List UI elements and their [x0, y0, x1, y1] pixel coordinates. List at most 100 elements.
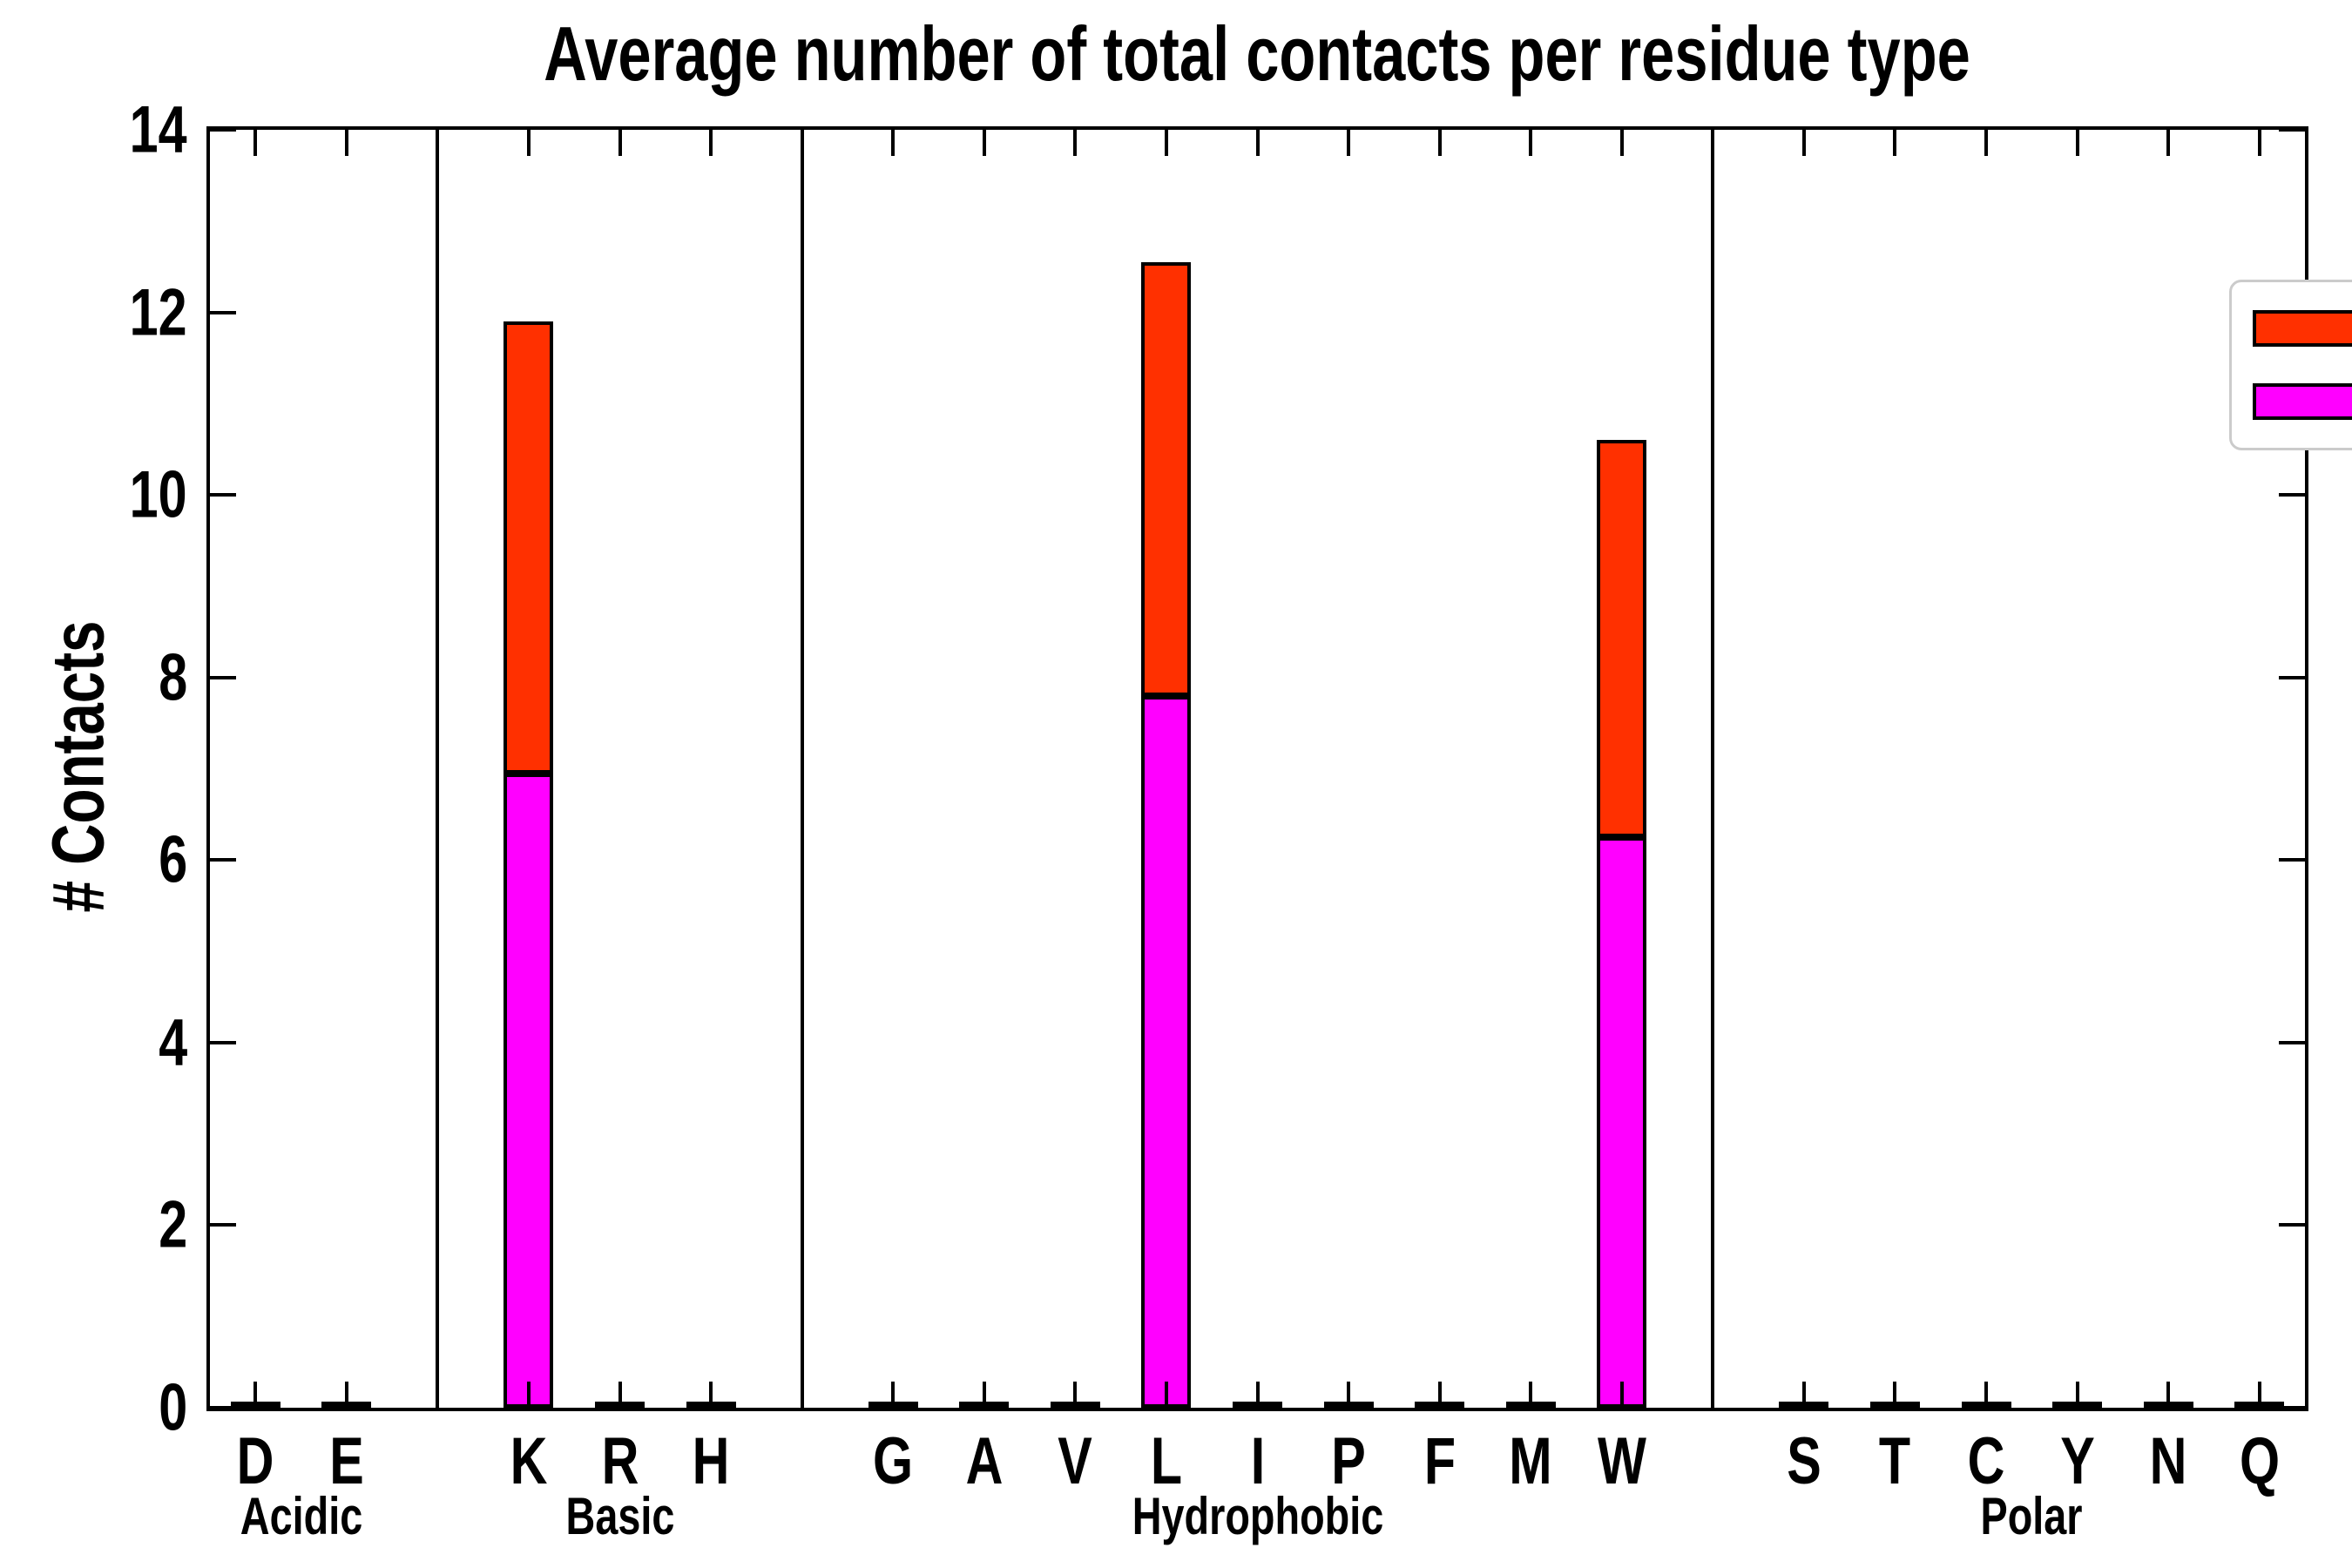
- x-tick-bottom: [2257, 1382, 2261, 1408]
- x-tick-bottom: [982, 1382, 986, 1408]
- x-tick-bottom: [1529, 1382, 1533, 1408]
- x-tick-top: [1529, 130, 1533, 156]
- y-tick-right: [2279, 1406, 2305, 1409]
- residue-label-Q: Q: [2239, 1424, 2280, 1498]
- x-tick-bottom: [344, 1382, 348, 1408]
- residue-label-R: R: [601, 1424, 639, 1498]
- y-tick: [210, 128, 236, 132]
- bar-W: [1597, 440, 1647, 1408]
- y-tick-right: [2279, 128, 2305, 132]
- bar-segment-popg-L: [1141, 261, 1192, 696]
- y-tick: [210, 675, 236, 679]
- x-tick-bottom: [253, 1382, 258, 1408]
- y-axis-title: # Contacts: [37, 620, 119, 913]
- legend-item-popg: POPG: [2253, 301, 2352, 355]
- group-label-basic: Basic: [565, 1487, 674, 1545]
- x-tick-top: [2257, 130, 2261, 156]
- x-tick-bottom: [1437, 1382, 1442, 1408]
- y-tick: [210, 493, 236, 497]
- x-tick-bottom: [1073, 1382, 1078, 1408]
- y-tick-right: [2279, 493, 2305, 497]
- x-tick-bottom: [1619, 1382, 1624, 1408]
- legend-swatch-popg: [2253, 310, 2352, 347]
- y-tick-right: [2279, 858, 2305, 862]
- y-tick-label: 12: [130, 275, 187, 350]
- x-tick-bottom: [2075, 1382, 2079, 1408]
- x-tick-bottom: [891, 1382, 896, 1408]
- x-tick-top: [618, 130, 622, 156]
- plot-area: POPG POPE: [206, 126, 2352, 1411]
- residue-label-A: A: [965, 1424, 1004, 1498]
- legend-swatch-pope: [2253, 383, 2352, 420]
- y-tick-label: 2: [159, 1187, 187, 1262]
- y-tick-label: 6: [159, 822, 187, 897]
- y-tick: [210, 1223, 236, 1227]
- residue-label-H: H: [692, 1424, 730, 1498]
- residue-label-V: V: [1058, 1424, 1093, 1498]
- bar-L: [1141, 261, 1192, 1408]
- x-tick-top: [891, 130, 896, 156]
- group-separator: [436, 130, 440, 1408]
- group-label-hydrophobic: Hydrophobic: [1132, 1487, 1383, 1545]
- y-tick-right: [2279, 1223, 2305, 1227]
- x-tick-bottom: [1255, 1382, 1260, 1408]
- x-tick-bottom: [1893, 1382, 1897, 1408]
- residue-label-P: P: [1331, 1424, 1366, 1498]
- x-tick-top: [344, 130, 348, 156]
- y-tick: [210, 1406, 236, 1409]
- y-tick-label: 4: [159, 1005, 187, 1080]
- bar-segment-pope-W: [1597, 837, 1647, 1408]
- y-tick-right: [2279, 675, 2305, 679]
- x-tick-bottom: [1164, 1382, 1168, 1408]
- residue-label-G: G: [873, 1424, 914, 1498]
- y-tick-label: 0: [159, 1370, 187, 1445]
- residue-label-M: M: [1509, 1424, 1552, 1498]
- group-separator: [800, 130, 804, 1408]
- x-tick-top: [1801, 130, 1806, 156]
- y-tick: [210, 858, 236, 862]
- y-tick: [210, 1040, 236, 1044]
- residue-label-K: K: [510, 1424, 548, 1498]
- x-tick-bottom: [709, 1382, 713, 1408]
- legend: POPG POPE: [2229, 280, 2352, 450]
- x-tick-top: [1347, 130, 1351, 156]
- x-tick-bottom: [526, 1382, 531, 1408]
- residue-label-S: S: [1787, 1424, 1821, 1498]
- residue-label-F: F: [1423, 1424, 1456, 1498]
- y-tick-label: 10: [130, 457, 187, 532]
- residue-label-T: T: [1879, 1424, 1911, 1498]
- y-tick-label: 14: [130, 92, 187, 167]
- y-tick-label: 8: [159, 640, 187, 715]
- group-label-polar: Polar: [1980, 1487, 2083, 1545]
- x-tick-top: [1437, 130, 1442, 156]
- x-tick-bottom: [2166, 1382, 2171, 1408]
- x-tick-top: [982, 130, 986, 156]
- x-tick-bottom: [1984, 1382, 1989, 1408]
- group-separator: [1711, 130, 1715, 1408]
- bar-segment-pope-L: [1141, 695, 1192, 1408]
- plot-inner: [210, 128, 2305, 1409]
- y-tick-right: [2279, 1040, 2305, 1044]
- x-tick-bottom: [1801, 1382, 1806, 1408]
- residue-label-L: L: [1150, 1424, 1183, 1498]
- residue-label-D: D: [236, 1424, 274, 1498]
- group-label-acidic: Acidic: [240, 1487, 362, 1545]
- bar-segment-pope-K: [504, 773, 554, 1408]
- x-tick-top: [1984, 130, 1989, 156]
- x-tick-bottom: [1347, 1382, 1351, 1408]
- bar-segment-popg-K: [504, 321, 554, 774]
- residue-label-N: N: [2149, 1424, 2187, 1498]
- x-tick-top: [2166, 130, 2171, 156]
- x-tick-top: [1164, 130, 1168, 156]
- x-tick-top: [253, 130, 258, 156]
- x-tick-bottom: [618, 1382, 622, 1408]
- x-tick-top: [1893, 130, 1897, 156]
- residue-label-W: W: [1597, 1424, 1646, 1498]
- x-tick-top: [526, 130, 531, 156]
- x-tick-top: [2075, 130, 2079, 156]
- chart-title: Average number of total contacts per res…: [544, 10, 1970, 97]
- x-tick-top: [709, 130, 713, 156]
- legend-item-pope: POPE: [2253, 375, 2352, 429]
- residue-label-I: I: [1250, 1424, 1265, 1498]
